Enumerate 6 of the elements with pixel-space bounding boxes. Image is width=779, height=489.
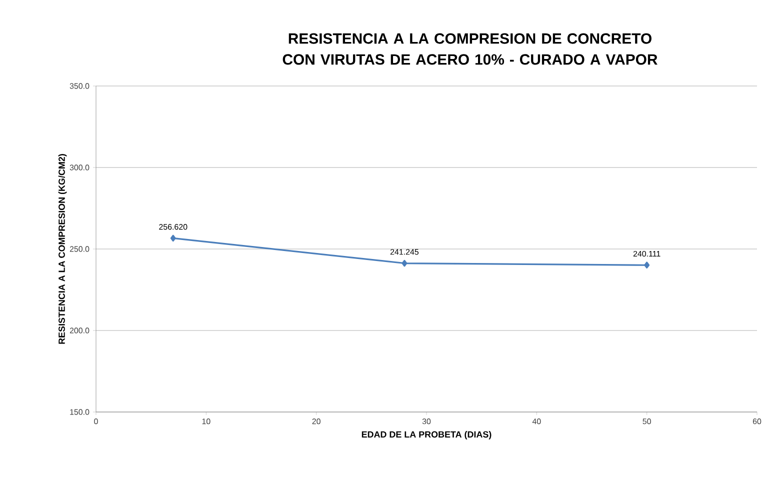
y-axis-title: RESISTENCIA A LA COMPRESION (KG/CM2): [58, 154, 67, 344]
point: [402, 260, 408, 267]
point: [644, 262, 650, 269]
x-axis-title: EDAD DE LA PROBETA (DIAS): [362, 431, 492, 440]
point: [170, 234, 176, 242]
chart-title: RESISTENCIA A LA COMPRESION DE CONCRETO CON VIRUTAS DE ACERO 10% - CURADO A VAPOR: [282, 33, 658, 65]
